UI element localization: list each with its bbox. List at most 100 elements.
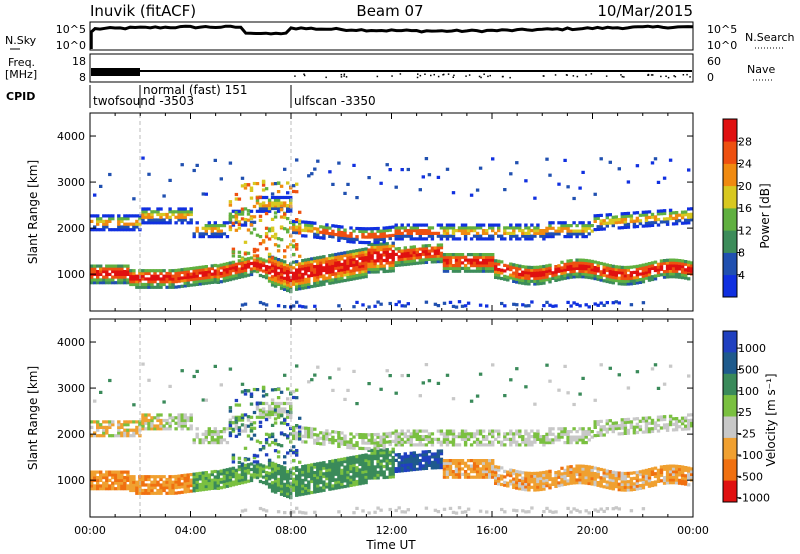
power-cell [367, 227, 371, 231]
velocity-cell [340, 431, 344, 435]
power-cell [319, 261, 323, 265]
power-cell [515, 277, 519, 281]
power-cell [518, 267, 522, 271]
velocity-cell [397, 506, 401, 510]
power-cell [349, 250, 353, 254]
velocity-cell [536, 471, 540, 475]
velocity-cell [539, 485, 543, 489]
velocity-cell [445, 472, 450, 476]
power-cell [593, 302, 597, 306]
power-cell [433, 246, 438, 250]
velocity-cell [120, 431, 124, 435]
velocity-cell [276, 488, 281, 492]
power-cell [337, 274, 341, 278]
power-cell [557, 264, 561, 268]
velocity-cell [448, 470, 453, 474]
velocity-cell [240, 382, 245, 386]
power-cell [141, 269, 145, 273]
power-cell [659, 264, 664, 269]
velocity-cell [189, 413, 193, 417]
velocity-cell [488, 432, 492, 436]
velocity-cell [186, 481, 190, 485]
velocity-cell [355, 460, 359, 464]
power-cell [189, 218, 193, 222]
velocity-cell [656, 479, 661, 483]
velocity-cell [656, 471, 661, 475]
power-cell [596, 275, 600, 279]
power-cell [177, 207, 181, 211]
power-cell [391, 252, 395, 256]
power-cell [240, 176, 245, 180]
velocity-cell [358, 433, 362, 437]
power-cell [629, 276, 634, 280]
velocity-cell [270, 440, 275, 445]
velocity-cell [301, 434, 305, 438]
power-cell [488, 226, 492, 230]
power-cell [436, 243, 441, 247]
nave-dot [652, 74, 654, 76]
velocity-cell [349, 469, 353, 474]
power-cell [650, 261, 655, 265]
power-cell [96, 219, 100, 223]
velocity-cell [225, 473, 230, 477]
velocity-cell [569, 510, 573, 514]
power-cell [216, 224, 220, 228]
power-cell [150, 277, 154, 281]
velocity-cell [237, 479, 242, 483]
power-cell [635, 270, 640, 274]
velocity-cell [237, 481, 242, 485]
power-cell [228, 203, 233, 207]
velocity-cell [367, 471, 371, 475]
velocity-cell [518, 487, 522, 491]
velocity-cell [243, 463, 248, 467]
power-cell [234, 210, 239, 215]
velocity-cell [653, 363, 658, 367]
power-cell [575, 235, 579, 239]
velocity-cell [554, 438, 558, 442]
power-cell [400, 263, 404, 267]
velocity-cell [596, 422, 600, 426]
velocity-cell [436, 381, 441, 385]
power-cell [472, 253, 477, 257]
power-cell [153, 285, 157, 289]
power-cell [129, 280, 133, 284]
velocity-cell [617, 471, 621, 475]
velocity-cell [421, 464, 425, 468]
power-cell [608, 266, 612, 270]
velocity-cell [234, 424, 239, 428]
velocity-cell [500, 466, 504, 470]
velocity-cell [475, 437, 480, 441]
velocity-cell [340, 485, 344, 489]
velocity-cell [382, 451, 386, 455]
velocity-cell [626, 482, 631, 487]
velocity-cell [246, 418, 251, 422]
power-cell [322, 274, 326, 278]
velocity-cell [584, 509, 588, 513]
date-title: 10/Mar/2015 [597, 2, 693, 20]
velocity-cell [129, 488, 133, 493]
velocity-cell [421, 381, 425, 385]
velocity-cell [509, 443, 513, 447]
velocity-cell [367, 462, 371, 466]
velocity-cell [548, 483, 552, 487]
power-cell [614, 265, 618, 269]
power-cell [219, 229, 223, 233]
velocity-cell [488, 459, 492, 463]
nave-dot [487, 75, 489, 78]
power-cell [406, 234, 410, 238]
velocity-cell [545, 470, 549, 474]
power-cell [445, 253, 450, 257]
power-cell [427, 255, 432, 259]
power-cell [108, 281, 112, 285]
velocity-cell [590, 471, 594, 475]
power-cell [566, 235, 570, 239]
power-cell [391, 255, 395, 259]
power-cell [385, 163, 389, 167]
power-cell [677, 259, 682, 263]
velocity-cell [295, 506, 299, 510]
power-cell [626, 180, 631, 184]
power-cell [379, 264, 383, 268]
power-cell [276, 190, 281, 194]
power-cell [599, 224, 603, 228]
velocity-cell [286, 478, 290, 482]
